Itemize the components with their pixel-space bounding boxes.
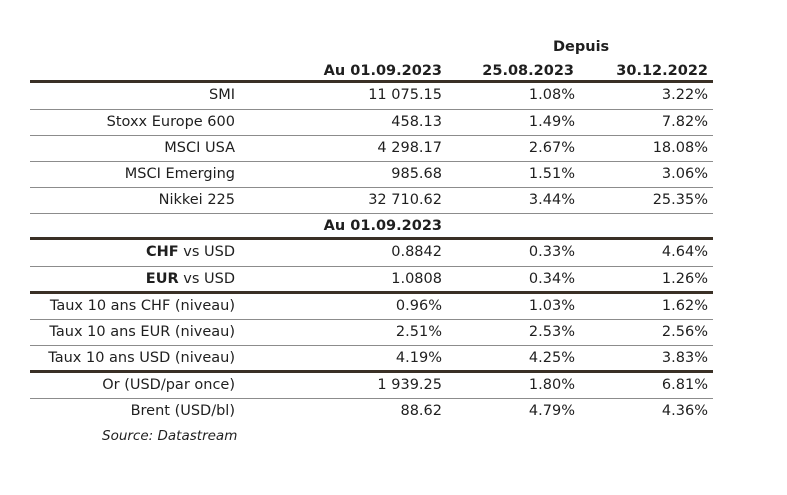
row-change-week: 4.79% [528,403,575,419]
row-value: 2.51% [395,324,442,340]
row-value: 32 710.62 [368,192,442,208]
rule [30,213,713,214]
rule-section [30,237,713,240]
row-change-week: 1.51% [528,166,575,182]
row-change-ytd: 6.81% [661,377,708,393]
row-change-ytd: 25.35% [652,192,708,208]
rule [30,161,713,162]
rule [30,345,713,346]
row-value: 1.0808 [391,271,442,287]
row-change-week: 4.25% [528,350,575,366]
row-change-ytd: 3.06% [661,166,708,182]
row-label: MSCI Emerging [124,166,235,182]
header-col3: 30.12.2022 [616,63,708,79]
row-label: Stoxx Europe 600 [106,114,235,130]
subheader-date: Au 01.09.2023 [323,218,442,234]
row-label: Nikkei 225 [158,192,235,208]
row-label: Or (USD/par once) [102,377,235,393]
row-value: 1 939.25 [377,377,442,393]
row-label: Taux 10 ans CHF (niveau) [49,298,235,314]
table-row: Taux 10 ans CHF (niveau) 0.96% 1.03% 1.6… [30,294,713,320]
row-change-ytd: 4.64% [661,244,708,260]
table-row: Taux 10 ans USD (niveau) 4.19% 4.25% 3.8… [30,346,713,372]
currency-code: EUR [145,271,179,287]
rule-header [30,80,713,83]
row-value: 0.96% [395,298,442,314]
row-label: EUR vs USD [146,271,235,287]
header-col2: 25.08.2023 [482,63,574,79]
row-label: Brent (USD/bl) [130,403,235,419]
row-change-week: 1.03% [528,298,575,314]
row-change-week: 2.53% [528,324,575,340]
table-row: MSCI USA 4 298.17 2.67% 18.08% [30,136,713,162]
row-change-week: 2.67% [528,140,575,156]
row-change-week: 3.44% [528,192,575,208]
rule [30,187,713,188]
rule-section [30,291,713,294]
table-row: Stoxx Europe 600 458.13 1.49% 7.82% [30,110,713,136]
row-label: SMI [209,87,235,103]
source-note: Source: Datastream [102,428,238,444]
row-change-ytd: 1.62% [661,298,708,314]
header-depuis: Depuis [553,39,610,55]
row-value: 88.62 [400,403,442,419]
row-change-week: 1.80% [528,377,575,393]
header-col1: Au 01.09.2023 [323,63,442,79]
currency-pair: vs USD [178,271,235,287]
row-change-ytd: 7.82% [661,114,708,130]
row-change-ytd: 4.36% [661,403,708,419]
table-row: SMI 11 075.15 1.08% 3.22% [30,83,713,109]
row-value: 458.13 [391,114,442,130]
table-row: Or (USD/par once) 1 939.25 1.80% 6.81% [30,373,713,399]
row-label: MSCI USA [164,140,235,156]
row-value: 4 298.17 [377,140,442,156]
rule [30,135,713,136]
rule [30,109,713,110]
row-change-week: 1.49% [528,114,575,130]
row-label: CHF vs USD [146,244,235,260]
rule [30,398,713,399]
row-value: 4.19% [395,350,442,366]
row-change-ytd: 18.08% [652,140,708,156]
row-value: 0.8842 [391,244,442,260]
row-change-ytd: 3.22% [661,87,708,103]
table-row: Brent (USD/bl) 88.62 4.79% 4.36% [30,399,713,425]
row-change-week: 0.34% [528,271,575,287]
table-row: MSCI Emerging 985.68 1.51% 3.06% [30,162,713,188]
table-row: Nikkei 225 32 710.62 3.44% 25.35% [30,188,713,214]
row-change-ytd: 1.26% [661,271,708,287]
rule [30,319,713,320]
row-change-week: 1.08% [528,87,575,103]
row-change-ytd: 3.83% [661,350,708,366]
table-row: CHF vs USD 0.8842 0.33% 4.64% [30,240,713,266]
currency-code: CHF [145,244,179,260]
currency-pair: vs USD [178,244,235,260]
row-label: Taux 10 ans EUR (niveau) [49,324,235,340]
row-label: Taux 10 ans USD (niveau) [48,350,235,366]
rule [30,266,713,267]
row-value: 985.68 [391,166,442,182]
row-change-ytd: 2.56% [661,324,708,340]
table-row: EUR vs USD 1.0808 0.34% 1.26% [30,267,713,293]
rule-section [30,370,713,373]
table-row: Taux 10 ans EUR (niveau) 2.51% 2.53% 2.5… [30,320,713,346]
row-value: 11 075.15 [368,87,442,103]
row-change-week: 0.33% [528,244,575,260]
